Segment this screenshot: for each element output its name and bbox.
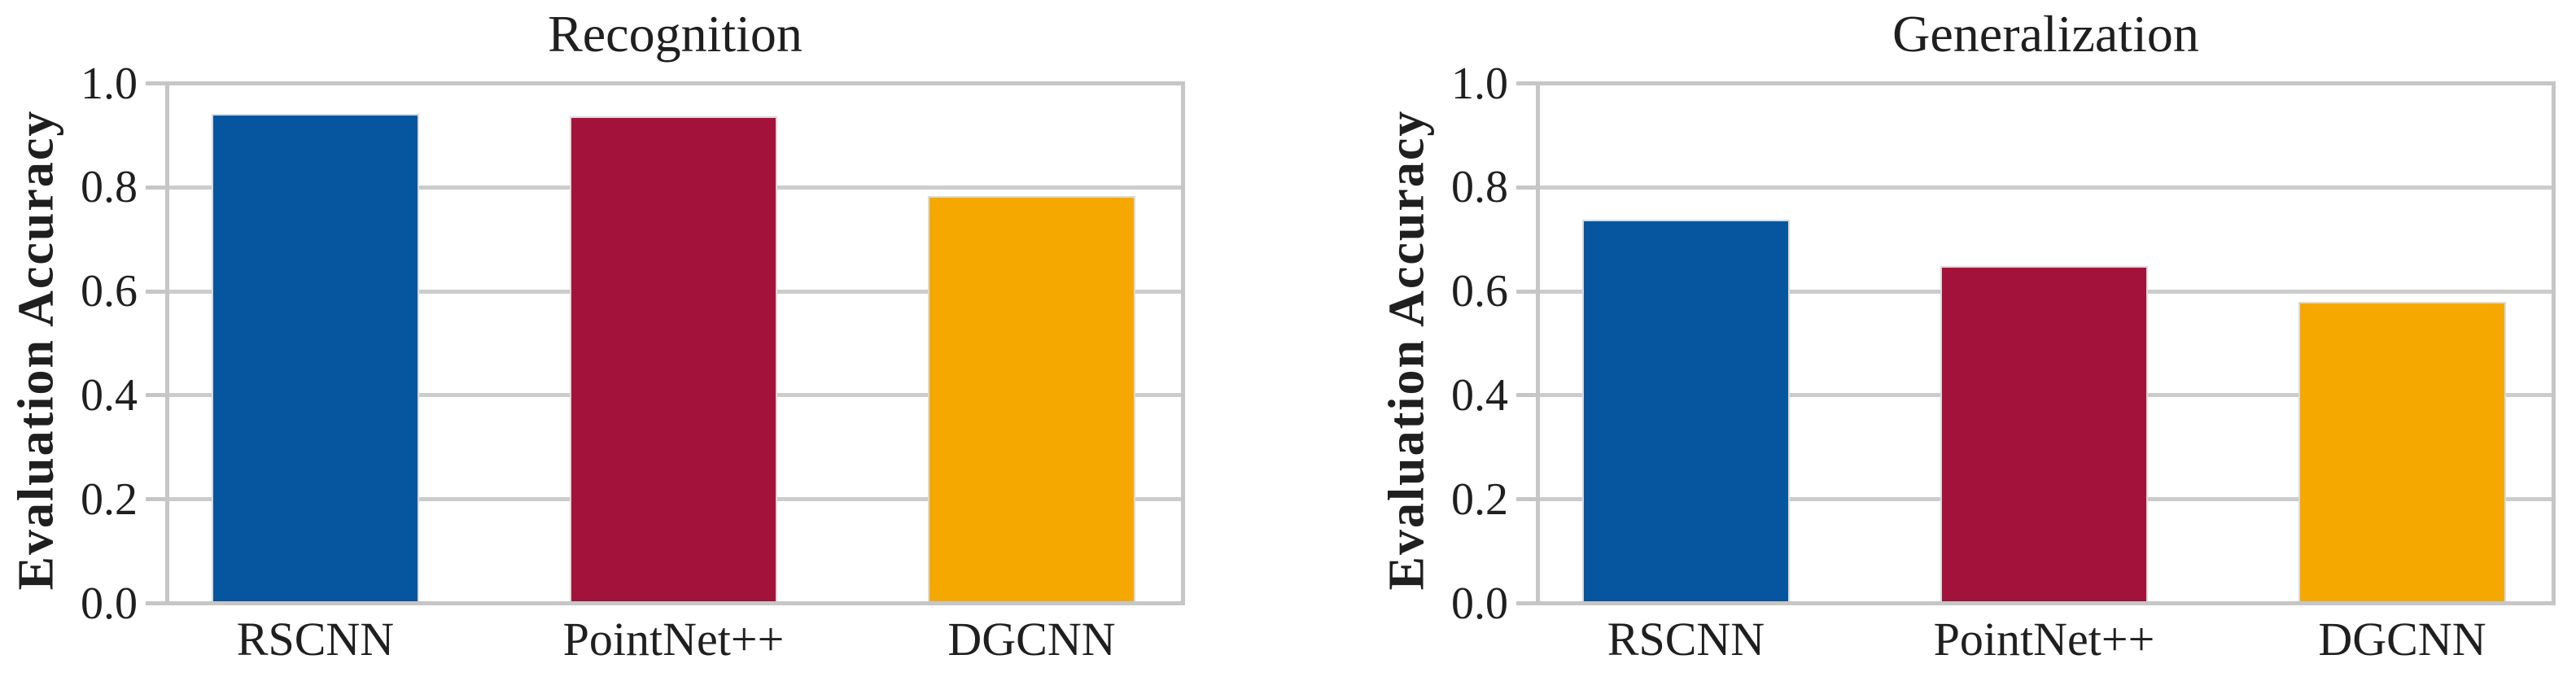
x-tick-label-dgcnn: DGCNN <box>2318 613 2486 666</box>
y-tick-mark <box>1516 393 1536 398</box>
y-tick-label: 1.0 <box>81 58 138 109</box>
y-tick-label: 0.8 <box>1451 162 1508 213</box>
y-tick-label: 0.4 <box>1451 369 1508 421</box>
y-tick-label: 0.2 <box>81 474 138 525</box>
y-tick-mark <box>1516 289 1536 294</box>
y-tick-label: 0.6 <box>1451 266 1508 317</box>
y-tick-label: 0.4 <box>81 369 138 421</box>
y-tick-label: 1.0 <box>1451 58 1508 109</box>
bar-dgcnn <box>2298 302 2506 601</box>
chart-generalization: Generalization Evaluation Accuracy 0.0 0.… <box>1371 0 2575 681</box>
bar-pointnetplusplus <box>1940 265 2148 601</box>
x-tick-label-dgcnn: DGCNN <box>947 613 1116 666</box>
y-tick-mark <box>1516 497 1536 502</box>
y-tick-mark <box>1516 81 1536 85</box>
x-tick-label-rscnn: RSCNN <box>1607 613 1765 666</box>
y-tick-mark <box>1516 601 1536 605</box>
gridline <box>1540 185 2552 190</box>
y-tick-mark <box>146 601 165 605</box>
x-tick-label-pointnetplusplus: PointNet++ <box>1933 613 2155 666</box>
bar-rscnn <box>1582 219 1790 601</box>
bar-rscnn <box>212 113 419 601</box>
y-tick-label: 0.0 <box>1451 578 1508 629</box>
y-tick-label: 0.0 <box>81 578 138 629</box>
y-tick-mark <box>146 393 165 398</box>
plot-area <box>165 81 1185 605</box>
x-tick-label-rscnn: RSCNN <box>236 613 395 666</box>
y-tick-mark <box>146 497 165 502</box>
chart-recognition: Recognition Evaluation Accuracy 0.0 0.2 0.… <box>0 0 1205 681</box>
y-tick-mark <box>146 289 165 294</box>
y-tick-label: 0.6 <box>81 266 138 317</box>
y-tick-label: 0.8 <box>81 162 138 213</box>
y-tick-mark <box>146 185 165 190</box>
bar-dgcnn <box>928 196 1135 601</box>
bar-pointnetplusplus <box>570 116 777 601</box>
x-tick-label-pointnetplusplus: PointNet++ <box>562 613 785 666</box>
y-tick-mark <box>1516 185 1536 190</box>
y-tick-label: 0.2 <box>1451 474 1508 525</box>
chart-title: Recognition <box>548 5 803 63</box>
y-tick-mark <box>146 81 165 85</box>
chart-title: Generalization <box>1892 5 2199 63</box>
plot-area <box>1536 81 2556 605</box>
